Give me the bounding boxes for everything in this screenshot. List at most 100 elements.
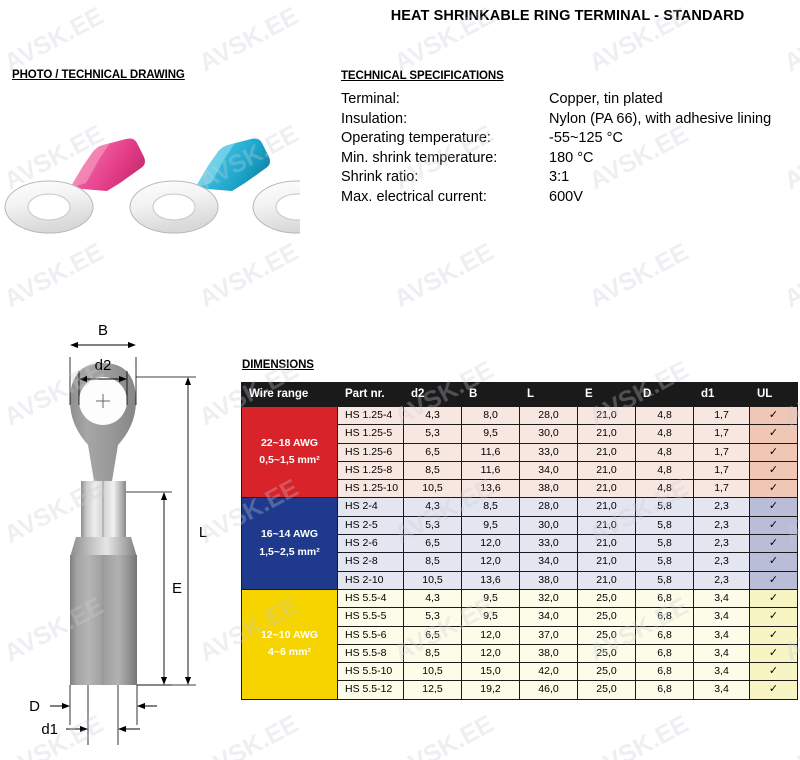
spec-key: Operating temperature:	[341, 130, 491, 146]
cell-ul-check: ✓	[749, 460, 798, 481]
column-header-b: B	[461, 382, 520, 407]
cell-D: 6,8	[635, 607, 694, 627]
cell-B: 12,0	[461, 534, 520, 554]
cell-ul-check: ✓	[749, 515, 798, 536]
cell-d1: 2,3	[693, 552, 750, 572]
cell-E: 21,0	[577, 534, 636, 554]
cell-E: 21,0	[577, 515, 636, 536]
wire-range-awg: 22~18 AWG	[260, 436, 319, 449]
cell-ul-check: ✓	[749, 607, 798, 627]
check-icon: ✓	[768, 537, 779, 550]
cell-B: 19,2	[461, 680, 520, 700]
cell-D: 4,8	[635, 424, 694, 444]
cell-part: HS 5.5-12	[337, 680, 404, 700]
spec-key: Terminal:	[341, 91, 400, 107]
cell-D: 4,8	[635, 479, 694, 499]
cell-L: 33,0	[519, 442, 578, 462]
pink-ring-terminal	[4, 138, 145, 234]
table-body: 22~18 AWG 0,5~1,5 mm² HS 1.25-4 4,3 8,0 28,0 2…	[241, 405, 798, 700]
cell-d2: 5,3	[403, 607, 462, 627]
cell-d1: 3,4	[693, 607, 750, 627]
cell-B: 9,5	[461, 515, 520, 536]
cell-part: HS 5.5-5	[337, 607, 404, 627]
spec-row: Insulation: Nylon (PA 66), with adhesive …	[341, 110, 796, 130]
cell-E: 21,0	[577, 570, 636, 590]
cell-ul-check: ✓	[749, 497, 798, 517]
cell-D: 6,8	[635, 643, 694, 664]
cell-d2: 12,5	[403, 680, 462, 700]
cell-L: 34,0	[519, 607, 578, 627]
cell-E: 25,0	[577, 625, 636, 645]
cell-d1: 1,7	[693, 405, 750, 426]
cell-ul-check: ✓	[749, 424, 798, 444]
cell-E: 21,0	[577, 405, 636, 426]
cell-B: 13,6	[461, 570, 520, 590]
check-icon: ✓	[768, 500, 779, 513]
cell-d2: 4,3	[403, 497, 462, 517]
spec-value: Nylon (PA 66), with adhesive lining	[549, 110, 772, 127]
cell-d1: 2,3	[693, 570, 750, 590]
cell-part: HS 5.5-8	[337, 643, 404, 664]
cell-B: 8,0	[461, 405, 520, 426]
cell-d2: 4,3	[403, 405, 462, 426]
check-icon: ✓	[768, 445, 779, 458]
cell-L: 38,0	[519, 570, 578, 590]
table-row: 16~14 AWG 1,5~2,5 mm² HS 2-4 4,3 8,5 28,0 21,0…	[241, 497, 798, 590]
check-icon: ✓	[768, 427, 779, 440]
cell-d2: 5,3	[403, 515, 462, 536]
dim-label-d1: d1	[41, 721, 58, 738]
cell-D: 4,8	[635, 442, 694, 462]
column-header-l: L	[519, 382, 578, 407]
cell-part: HS 5.5-6	[337, 625, 404, 645]
cell-d2: 5,3	[403, 424, 462, 444]
column-header-d2: d2	[403, 382, 462, 407]
cell-L: 33,0	[519, 534, 578, 554]
cell-E: 21,0	[577, 442, 636, 462]
cell-E: 25,0	[577, 607, 636, 627]
check-icon: ✓	[768, 463, 779, 476]
check-icon: ✓	[768, 610, 779, 623]
cell-part: HS 1.25-4	[337, 405, 404, 426]
cell-L: 38,0	[519, 643, 578, 664]
cell-part: HS 5.5-4	[337, 588, 404, 609]
cell-part: HS 1.25-6	[337, 442, 404, 462]
cell-ul-check: ✓	[749, 479, 798, 499]
wire-range-cell: 16~14 AWG 1,5~2,5 mm²	[241, 497, 338, 590]
cell-L: 42,0	[519, 662, 578, 682]
cell-d1: 3,4	[693, 662, 750, 682]
spec-value: -55~125 °C	[549, 130, 623, 146]
cell-B: 12,0	[461, 643, 520, 664]
cell-part: HS 1.25-5	[337, 424, 404, 444]
spec-key: Min. shrink temperature:	[341, 149, 498, 166]
dim-label-B: B	[98, 322, 108, 339]
cell-d2: 6,5	[403, 442, 462, 462]
blue-ring-terminal	[129, 138, 270, 234]
cell-D: 5,8	[635, 515, 694, 536]
cell-B: 13,6	[461, 479, 520, 499]
spec-row: Shrink ratio: 3:1	[341, 168, 796, 188]
cell-d2: 6,5	[403, 534, 462, 554]
spec-key: Insulation:	[341, 110, 408, 127]
cell-part: HS 2-5	[337, 515, 404, 536]
cell-d1: 3,4	[693, 680, 750, 700]
check-icon: ✓	[768, 409, 779, 421]
cell-L: 30,0	[519, 515, 578, 536]
cell-L: 32,0	[519, 588, 578, 609]
cell-E: 21,0	[577, 424, 636, 444]
cell-d1: 1,7	[693, 479, 750, 499]
cell-d1: 3,4	[693, 625, 750, 645]
cell-D: 6,8	[635, 662, 694, 682]
cell-d2: 6,5	[403, 625, 462, 645]
table-row: 22~18 AWG 0,5~1,5 mm² HS 1.25-4 4,3 8,0 28,0 2…	[241, 405, 798, 499]
dimensions-section-heading: DIMENSIONS	[242, 359, 314, 371]
cell-L: 34,0	[519, 460, 578, 481]
cell-B: 11,6	[461, 442, 520, 462]
cell-E: 21,0	[577, 497, 636, 517]
cell-D: 6,8	[635, 625, 694, 645]
cell-ul-check: ✓	[749, 588, 798, 609]
wire-range-mm2: 4~6 mm²	[268, 646, 311, 659]
table-row: 12~10 AWG 4~6 mm² HS 5.5-4 4,3 9,5 32,0 25,0 6,…	[241, 588, 798, 700]
cell-E: 25,0	[577, 662, 636, 682]
product-photo	[0, 92, 300, 287]
